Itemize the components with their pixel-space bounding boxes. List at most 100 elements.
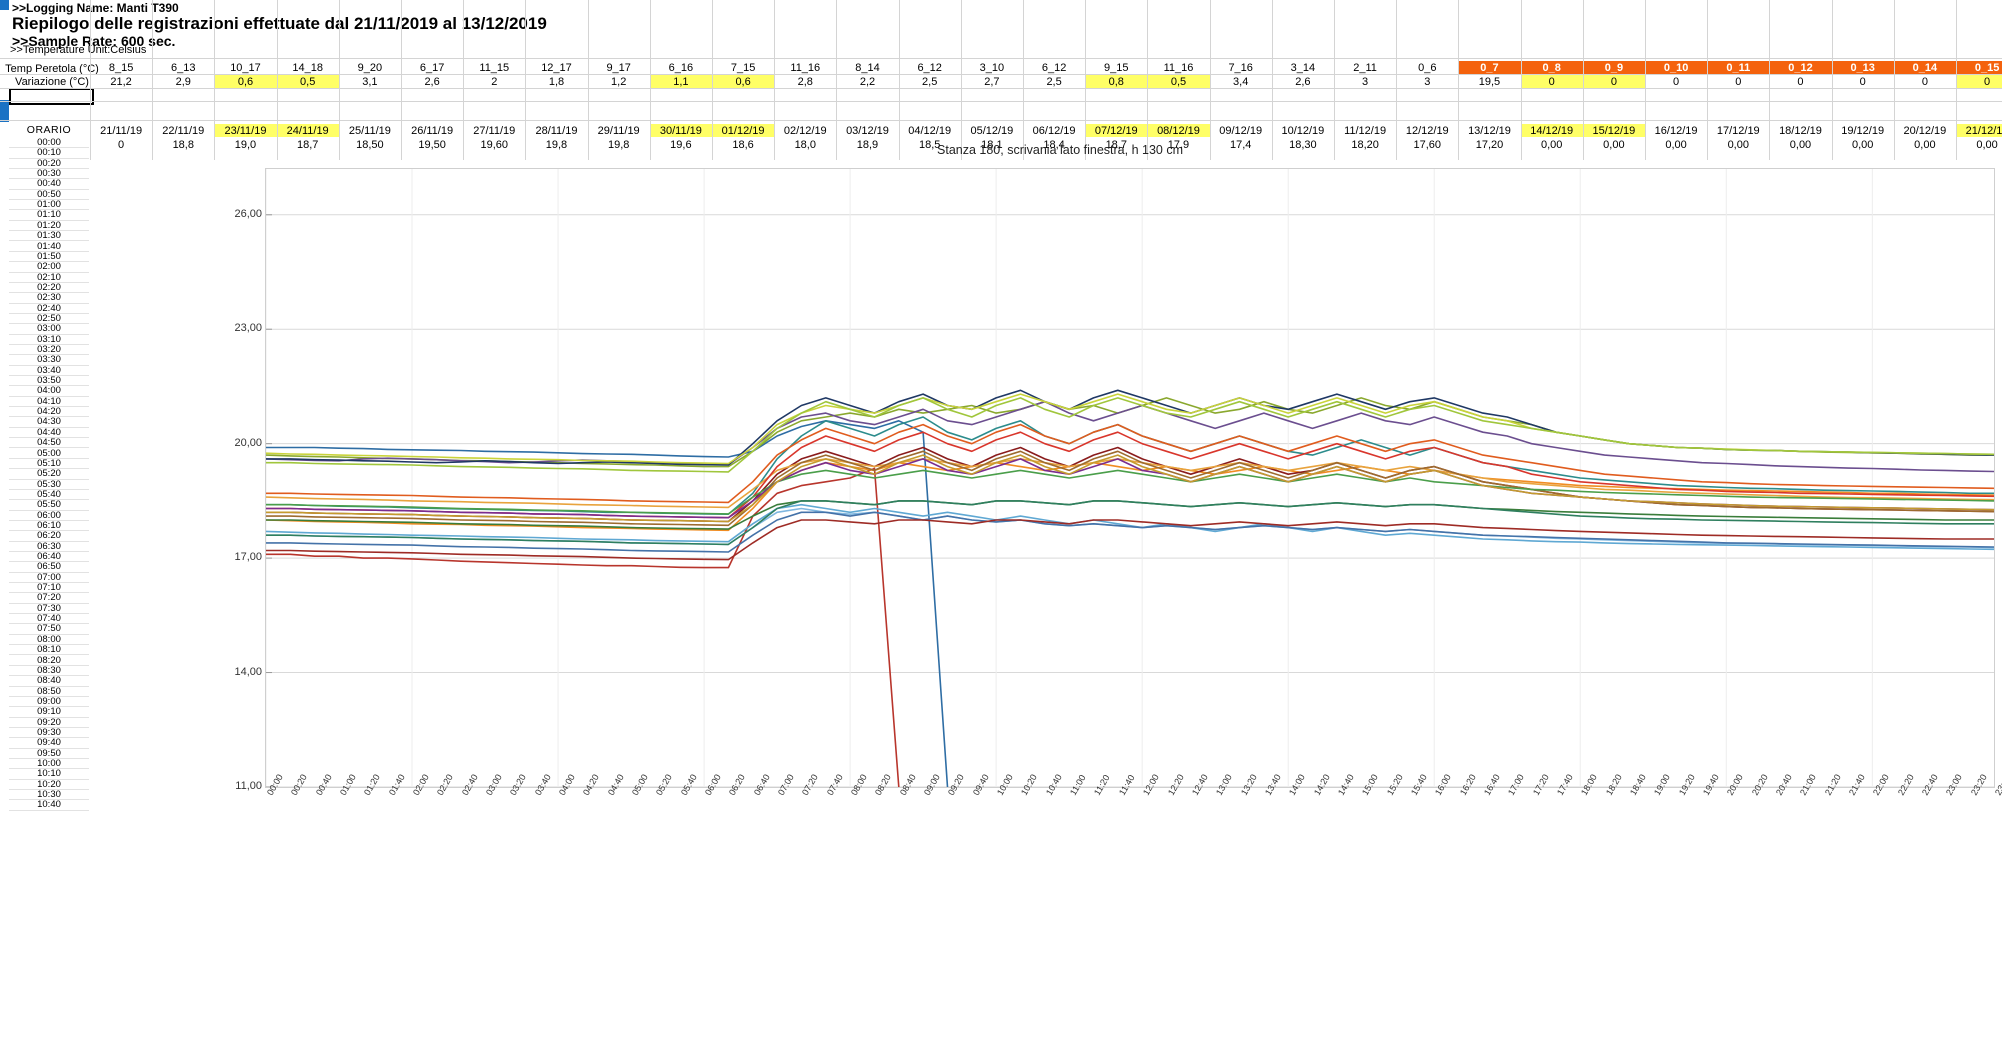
cell-temp-peretola[interactable]: 0_14 — [1893, 61, 1956, 75]
cell-first-value[interactable]: 17,4 — [1229, 138, 1252, 151]
cell-temp-peretola[interactable]: 8_15 — [108, 62, 134, 74]
time-cell[interactable]: 09:40 — [9, 737, 89, 749]
cell-variazione[interactable]: 3,4 — [1233, 76, 1249, 88]
cell-first-value[interactable]: 19,60 — [480, 138, 509, 151]
cell-temp-peretola[interactable]: 12_17 — [541, 62, 572, 74]
cell-first-value[interactable]: 0,00 — [1540, 138, 1563, 151]
cell-date-header[interactable]: 14/12/19 — [1520, 124, 1583, 137]
cell-variazione[interactable]: 21,2 — [110, 76, 132, 88]
time-cell[interactable]: 04:00 — [9, 386, 89, 397]
cell-date-header[interactable]: 08/12/19 — [1147, 124, 1210, 137]
cell-variazione[interactable]: 2,5 — [922, 76, 938, 88]
cell-first-value[interactable]: 18,7 — [296, 138, 319, 151]
cell-first-value[interactable]: 17,60 — [1413, 138, 1442, 151]
time-cell[interactable]: 00:10 — [9, 147, 89, 159]
cell-date-header[interactable]: 21/12/19 — [1956, 124, 2002, 137]
cell-temp-peretola[interactable]: 0_6 — [1418, 62, 1437, 74]
cell-first-value[interactable]: 0,00 — [1851, 138, 1874, 151]
cell-variazione[interactable]: 0 — [1921, 76, 1928, 88]
cell-date-header[interactable]: 04/12/19 — [908, 124, 952, 137]
time-cell[interactable]: 09:50 — [9, 748, 89, 759]
cell-variazione[interactable]: 1,2 — [611, 76, 627, 88]
cell-variazione[interactable]: 0 — [1520, 75, 1583, 89]
cell-date-header[interactable]: 13/12/19 — [1468, 124, 1511, 137]
time-cell[interactable]: 06:50 — [9, 561, 89, 573]
cell-first-value[interactable]: 18,5 — [918, 138, 941, 151]
time-cell[interactable]: 10:00 — [9, 758, 89, 770]
cell-temp-peretola[interactable]: 0_7 — [1458, 61, 1521, 75]
time-cell[interactable]: 09:20 — [9, 717, 89, 728]
cell-date-header[interactable]: 16/12/19 — [1654, 124, 1698, 137]
cell-first-value[interactable]: 18,1 — [981, 138, 1003, 151]
time-cell[interactable]: 00:50 — [9, 189, 89, 201]
cell-first-value[interactable]: 0,00 — [1665, 138, 1687, 151]
time-cell[interactable]: 06:00 — [9, 510, 89, 521]
cell-date-header[interactable]: 29/11/19 — [597, 124, 640, 137]
cell-date-header[interactable]: 20/12/19 — [1903, 124, 1947, 137]
time-cell[interactable]: 10:40 — [9, 800, 89, 811]
cell-variazione[interactable]: 0 — [1735, 76, 1742, 88]
time-cell[interactable]: 10:20 — [9, 779, 89, 791]
time-cell[interactable]: 01:50 — [9, 251, 89, 263]
time-cell[interactable]: 06:40 — [9, 551, 89, 563]
cell-first-value[interactable]: 0,00 — [1727, 138, 1749, 151]
cell-variazione[interactable]: 3 — [1424, 76, 1431, 88]
cell-variazione[interactable]: 0,6 — [712, 75, 775, 89]
cell-date-header[interactable]: 15/12/19 — [1582, 124, 1645, 137]
time-cell[interactable]: 01:00 — [9, 199, 89, 211]
cell-first-value[interactable]: 18,30 — [1289, 138, 1317, 151]
cell-variazione[interactable]: 0 — [1797, 76, 1804, 88]
time-cell[interactable]: 01:10 — [9, 210, 89, 221]
cell-temp-peretola[interactable]: 2_11 — [1353, 62, 1377, 74]
cell-date-header[interactable]: 10/12/19 — [1281, 124, 1325, 137]
time-cell[interactable]: 02:50 — [9, 313, 89, 325]
time-cell[interactable]: 06:10 — [9, 520, 89, 532]
time-cell[interactable]: 04:30 — [9, 417, 89, 428]
time-cell[interactable]: 02:00 — [9, 261, 89, 273]
cell-date-header[interactable]: 23/11/19 — [214, 124, 277, 137]
row-selector-indicator[interactable] — [0, 0, 9, 10]
cell-temp-peretola[interactable]: 0_10 — [1645, 61, 1708, 75]
cell-temp-peretola[interactable]: 3_14 — [1290, 62, 1316, 74]
time-cell[interactable]: 04:20 — [9, 406, 89, 418]
cell-variazione[interactable]: 0 — [1582, 75, 1645, 89]
cell-first-value[interactable]: 17,9 — [1167, 138, 1190, 151]
time-cell[interactable]: 01:30 — [9, 230, 89, 242]
cell-temp-peretola[interactable]: 9_17 — [606, 62, 631, 74]
cell-first-value[interactable]: 19,8 — [607, 138, 630, 151]
time-cell[interactable]: 04:10 — [9, 396, 89, 408]
time-cell[interactable]: 05:40 — [9, 489, 89, 501]
cell-date-header[interactable]: 25/11/19 — [348, 124, 391, 137]
time-cell[interactable]: 03:30 — [9, 354, 89, 366]
cell-temp-peretola[interactable]: 0_13 — [1831, 61, 1894, 75]
time-cell[interactable]: 08:30 — [9, 665, 89, 677]
cell-variazione[interactable]: 0,6 — [214, 75, 277, 89]
cell-variazione[interactable]: 2,6 — [1295, 76, 1311, 88]
cell-first-value[interactable]: 18,6 — [732, 138, 754, 151]
cell-variazione[interactable]: 2,9 — [175, 76, 191, 88]
cell-first-value[interactable]: 18,4 — [1043, 138, 1065, 151]
cell-variazione[interactable]: 0,5 — [276, 75, 339, 89]
cell-first-value[interactable]: 0,00 — [1914, 138, 1936, 151]
cell-date-header[interactable]: 06/12/19 — [1032, 124, 1076, 137]
cell-temp-peretola[interactable]: 8_14 — [855, 62, 880, 74]
cell-temp-peretola[interactable]: 0_9 — [1582, 61, 1645, 75]
cell-temp-peretola[interactable]: 6_13 — [171, 62, 196, 74]
cell-date-header[interactable]: 11/12/19 — [1344, 124, 1387, 137]
cell-temp-peretola[interactable]: 11_16 — [790, 62, 821, 74]
time-cell[interactable]: 09:10 — [9, 706, 89, 718]
cell-date-header[interactable]: 22/11/19 — [162, 124, 205, 137]
cell-date-header[interactable]: 01/12/19 — [712, 124, 775, 137]
time-cell[interactable]: 01:40 — [9, 241, 89, 252]
cell-temp-peretola[interactable]: 0_8 — [1520, 61, 1583, 75]
cell-temp-peretola[interactable]: 7_16 — [1228, 62, 1253, 74]
time-cell[interactable]: 01:20 — [9, 220, 89, 232]
cell-variazione[interactable]: 1,8 — [548, 76, 565, 88]
time-cell[interactable]: 08:50 — [9, 686, 89, 697]
time-cell[interactable]: 08:20 — [9, 655, 89, 666]
cell-date-header[interactable]: 28/11/19 — [535, 124, 578, 137]
cell-date-header[interactable]: 05/12/19 — [970, 124, 1014, 137]
cell-variazione[interactable]: 2,2 — [859, 76, 876, 88]
cell-first-value[interactable]: 18,20 — [1351, 138, 1379, 151]
cell-first-value[interactable]: 0,00 — [1603, 138, 1625, 151]
